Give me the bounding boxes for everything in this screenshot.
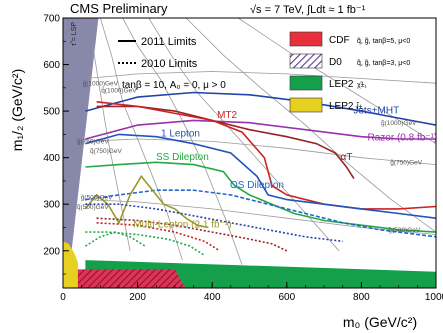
gluino-contour-1 (85, 138, 436, 165)
squark-contour-3 (148, 18, 340, 252)
squark-label-1: q̃(750)GeV (90, 148, 123, 155)
series-line-2 (96, 105, 355, 180)
gluino-contour-0 (85, 71, 436, 84)
series-line-9 (96, 217, 288, 252)
y-tick-label-3: 500 (43, 107, 60, 118)
d0-region (63, 269, 187, 288)
series-line-5 (85, 161, 436, 233)
gluino-label-2-1: g̃(500)GeV (388, 227, 421, 234)
squark-contour-2 (92, 45, 131, 251)
series-labels: Jets+MHT Razor (0.8 fb⁻¹) αT MT2 1 Lepton SS … (133, 105, 437, 230)
series-line-8 (85, 203, 343, 243)
legend-box-label-1: D0 (329, 57, 342, 68)
legend-box-label-0: CDF (329, 35, 350, 46)
series-label-2: αT (341, 152, 353, 163)
series-label-0: Jets+MHT (353, 105, 399, 116)
legend-box-label-2: LEP2 (329, 79, 354, 90)
gluino-label-0-1: g̃(1000)GeV (381, 120, 418, 127)
x-tick-label-1: 200 (129, 292, 146, 303)
x-tick-label-2: 400 (204, 292, 221, 303)
legend-2011-label: 2011 Limits (141, 36, 197, 48)
legend-2010-label: 2010 Limits (141, 58, 198, 70)
series-label-5: SS Dilepton (156, 152, 209, 163)
legend-box-sub-1: q̃, g̃, tanβ=3, μ<0 (357, 60, 411, 67)
gluino-label-0-0: g̃(1000)GeV (82, 81, 119, 88)
legend-box-label-3: LEP2 (329, 101, 354, 112)
legend: 2011 Limits 2010 Limits tanβ = 10, A₀ = … (118, 31, 411, 113)
squark-contour-0 (122, 18, 243, 265)
series-label-7: Multi-Lepton (2.1 fb⁻¹) (133, 220, 231, 231)
gluino-label-1-1: g̃(750)GeV (390, 160, 423, 167)
header-left: CMS Preliminary (70, 1, 168, 16)
series-label-3: MT2 (217, 110, 237, 121)
y-tick-label-1: 300 (43, 200, 60, 211)
squark-contour-5 (238, 18, 436, 145)
legend-box-sub-0: q̃, g̃, tanβ=5, μ<0 (357, 38, 411, 45)
mass-contours (85, 18, 436, 265)
gluino-contour-2 (85, 199, 436, 235)
legend-box-sub-3: l̃± (356, 103, 363, 111)
params-text: tanβ = 10, A₀ = 0, μ > 0 (122, 80, 226, 91)
legend-box-0 (289, 31, 323, 47)
axes: 0 200 400 600 800 1000 200 300 400 500 600 700 (43, 14, 443, 304)
series-line-12 (84, 231, 146, 247)
y-tick-label-5: 700 (43, 14, 60, 25)
squark-label-2: q̃(500)GeV (76, 204, 109, 211)
x-tick-label-0: 0 (60, 292, 66, 303)
y-tick-label-4: 600 (43, 60, 60, 71)
header-right: √s = 7 TeV, ∫Ldt ≈ 1 fb⁻¹ (250, 4, 366, 16)
squark-contour-4 (185, 18, 436, 233)
x-axis-label: m₀ (GeV/c²) (343, 314, 417, 330)
series-label-6: OS Dilepton (230, 180, 284, 191)
series-line-7 (84, 174, 209, 229)
series-line-0 (85, 91, 436, 126)
series-line-6 (85, 189, 436, 238)
gluino-label-1-0: g̃(750)GeV (76, 139, 109, 146)
series-line-1 (85, 119, 436, 140)
contour-labels: g̃(1000)GeV g̃(1000)GeV g̃(750)GeV g̃(750)G… (76, 81, 422, 235)
x-tick-label-5: 1000 (425, 292, 443, 303)
squark-contour-1 (99, 18, 183, 261)
gluino-label-2-0: g̃(500)GeV (80, 195, 113, 202)
x-tick-label-4: 800 (353, 292, 370, 303)
y-tick-label-2: 400 (43, 153, 60, 164)
y-tick-label-0: 200 (43, 246, 60, 257)
series-line-11 (85, 231, 206, 257)
series-line-4 (85, 133, 436, 219)
plot-area (63, 18, 436, 288)
series-label-4: 1 Lepton (161, 129, 200, 140)
legend-box-3 (289, 97, 323, 113)
legend-box-sub-2: χ̃±₁ (357, 82, 368, 89)
lep-slepton-region (63, 241, 78, 288)
limit-curves (84, 91, 436, 257)
legend-box-1 (289, 53, 323, 69)
series-label-1: Razor (0.8 fb⁻¹) (368, 132, 438, 143)
x-tick-label-3: 600 (278, 292, 295, 303)
y-axis-label: m₁/₂ (GeV/c²) (9, 69, 25, 152)
squark-label-0: q̃(1000)GeV (101, 88, 138, 95)
lsp-label: τ̃ = LSP (71, 22, 78, 46)
legend-box-2 (289, 75, 323, 91)
series-line-10 (96, 222, 221, 252)
